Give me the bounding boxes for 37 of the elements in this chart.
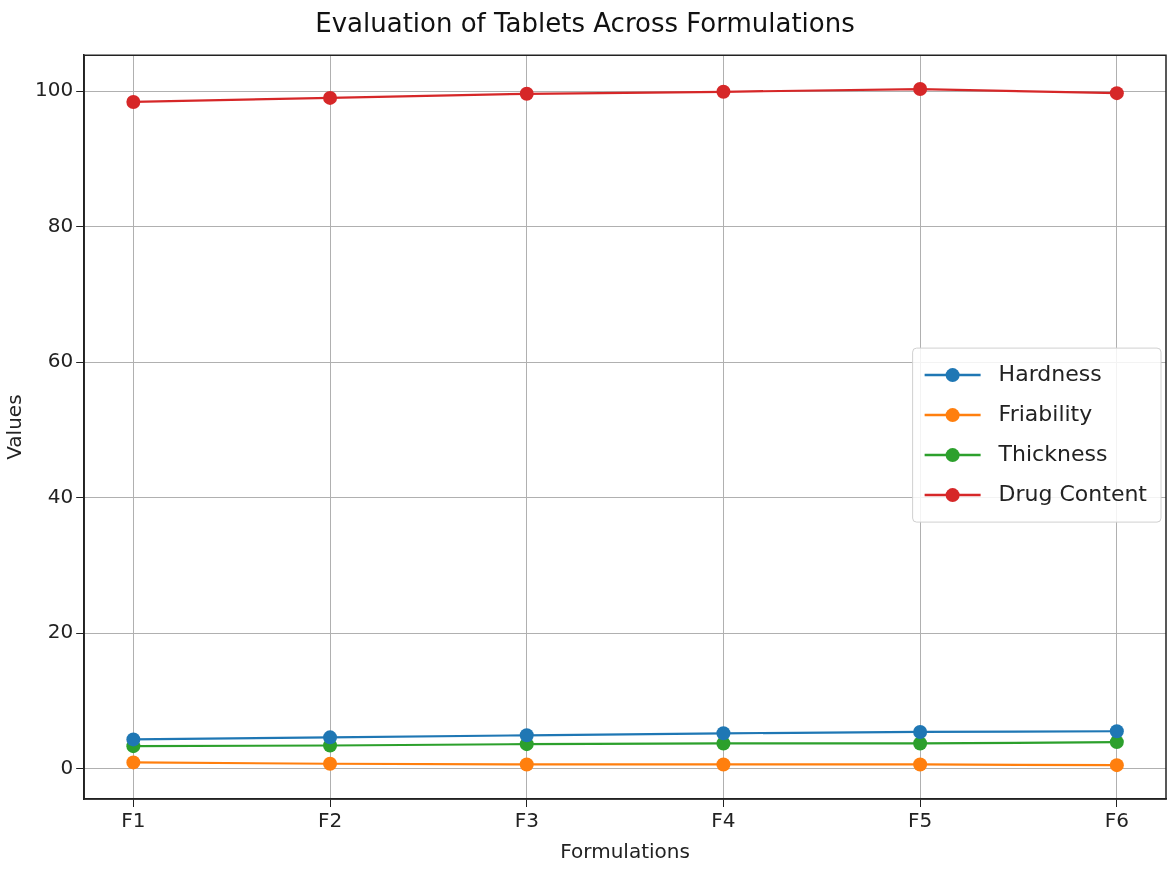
- x-tick-label: F1: [121, 808, 146, 833]
- point: [913, 82, 928, 97]
- legend-label: Drug Content: [998, 480, 1148, 506]
- x-tick-label: F4: [711, 808, 736, 833]
- x-tick-label: F5: [908, 808, 933, 833]
- legend-label: Friability: [998, 400, 1093, 426]
- legend-label: Thickness: [997, 440, 1108, 466]
- x-tick-label: F3: [514, 808, 539, 833]
- y-tick-label: 0: [60, 754, 74, 779]
- point: [716, 757, 731, 772]
- point: [1109, 724, 1124, 739]
- point: [323, 756, 338, 771]
- point: [323, 730, 338, 745]
- legend-label: Hardness: [998, 360, 1102, 386]
- point: [126, 755, 141, 770]
- point: [126, 94, 141, 109]
- x-axis-title: Formulations: [560, 839, 690, 864]
- x-tick-label: F6: [1104, 808, 1129, 833]
- y-tick-label: 60: [47, 348, 74, 373]
- point: [913, 757, 928, 772]
- point: [519, 728, 534, 743]
- chart-title: Evaluation of Tablets Across Formulations: [315, 8, 855, 39]
- point: [1109, 86, 1124, 101]
- x-tick-label: F2: [317, 808, 343, 833]
- point: [913, 724, 928, 739]
- point: [519, 86, 534, 101]
- y-tick-label: 100: [34, 77, 74, 102]
- point: [716, 726, 731, 741]
- point: [716, 84, 731, 99]
- point: [323, 90, 338, 105]
- point: [1109, 758, 1124, 773]
- y-tick-label: 20: [47, 619, 74, 644]
- y-axis-title: Values: [2, 394, 27, 460]
- y-tick-label: 80: [47, 212, 74, 237]
- y-tick-label: 40: [47, 483, 74, 508]
- point: [519, 757, 534, 772]
- point: [126, 732, 141, 747]
